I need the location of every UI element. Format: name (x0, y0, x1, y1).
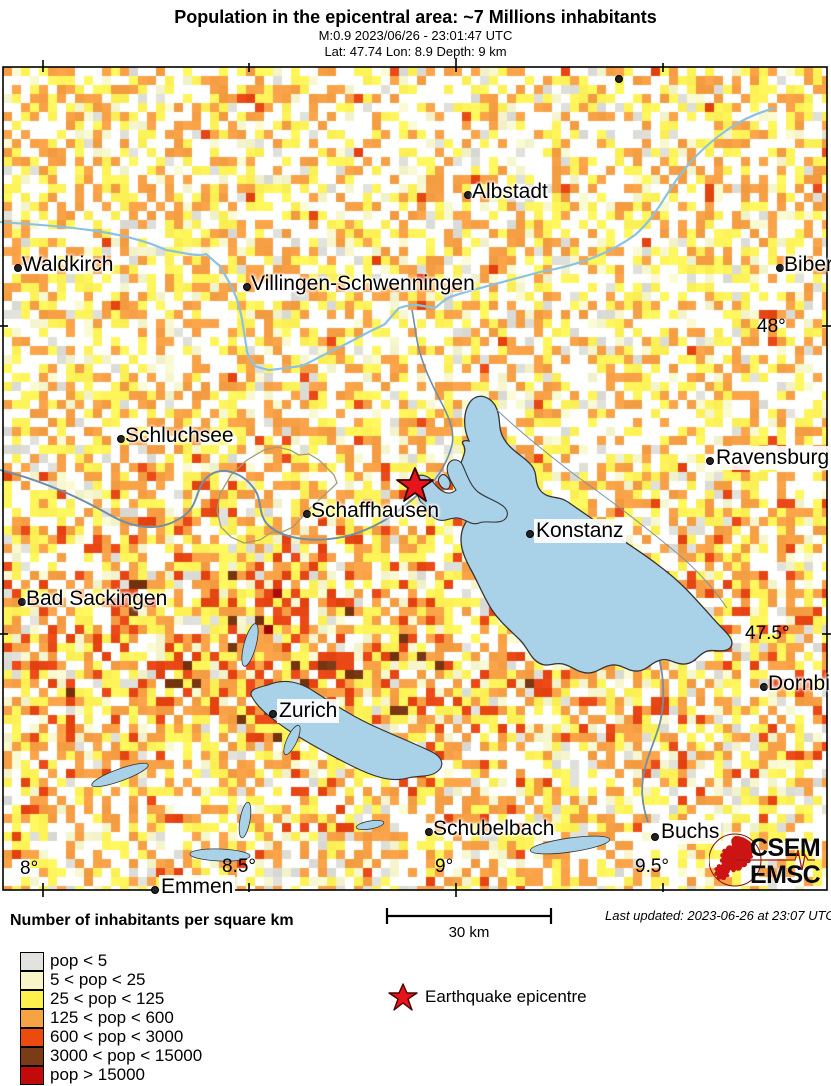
svg-text:EMSC: EMSC (750, 861, 821, 889)
svg-text:CSEM: CSEM (750, 834, 820, 862)
